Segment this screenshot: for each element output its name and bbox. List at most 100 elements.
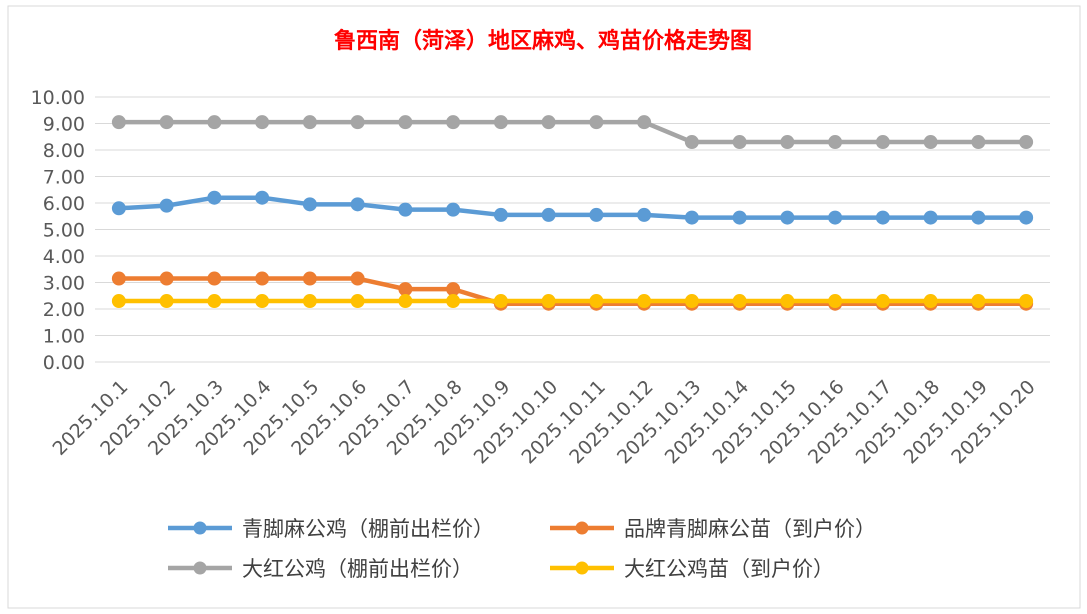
data-point — [255, 271, 270, 286]
data-point — [637, 207, 652, 222]
data-point — [255, 294, 270, 309]
data-point — [875, 210, 890, 225]
y-tick-label: 9.00 — [43, 114, 85, 136]
data-point — [971, 294, 986, 309]
data-point — [207, 190, 222, 205]
series-line — [118, 195, 1027, 220]
legend-label: 品牌青脚麻公苗（到户价） — [624, 517, 876, 541]
legend-item: 大红公鸡（棚前出栏价） — [168, 557, 473, 581]
data-point — [159, 271, 174, 286]
y-tick-label: 0.00 — [43, 352, 85, 374]
data-point — [637, 294, 652, 309]
data-point — [875, 294, 890, 309]
data-point — [207, 271, 222, 286]
legend-label: 大红公鸡苗（到户价） — [624, 557, 834, 581]
data-point — [971, 135, 986, 150]
y-tick-label: 1.00 — [43, 326, 85, 348]
data-point — [111, 271, 126, 286]
data-point — [1019, 294, 1034, 309]
data-point — [684, 135, 699, 150]
legend-swatch-marker — [193, 561, 207, 575]
data-point — [255, 190, 270, 205]
data-point — [446, 294, 461, 309]
data-point — [589, 115, 604, 130]
data-point — [780, 294, 795, 309]
data-point — [732, 294, 747, 309]
data-point — [111, 294, 126, 309]
y-tick-label: 10.00 — [31, 87, 85, 109]
data-point — [541, 207, 556, 222]
chart-border — [7, 5, 1081, 609]
data-point — [350, 271, 365, 286]
y-tick-label: 5.00 — [43, 220, 85, 242]
data-point — [637, 115, 652, 130]
data-point — [875, 135, 890, 150]
data-point — [780, 135, 795, 150]
data-point — [971, 210, 986, 225]
series-line — [118, 119, 1027, 145]
data-point — [446, 202, 461, 217]
data-point — [828, 210, 843, 225]
data-point — [398, 294, 413, 309]
data-point — [207, 115, 222, 130]
data-point — [302, 271, 317, 286]
legend-item: 大红公鸡苗（到户价） — [550, 557, 834, 581]
data-point — [255, 115, 270, 130]
series-4 — [111, 294, 1034, 309]
legend-swatch-marker — [575, 521, 589, 535]
data-point — [350, 197, 365, 212]
data-point — [111, 115, 126, 130]
legend-swatch-marker — [193, 521, 207, 535]
legend: 青脚麻公鸡（棚前出栏价） 品牌青脚麻公苗（到户价） 大红公鸡（棚前出栏价） 大红公鸡苗… — [168, 517, 876, 581]
data-point — [159, 294, 174, 309]
data-point — [398, 282, 413, 297]
data-point — [302, 115, 317, 130]
data-point — [493, 115, 508, 130]
legend-label: 青脚麻公鸡（棚前出栏价） — [242, 517, 494, 541]
data-point — [684, 294, 699, 309]
legend-item: 青脚麻公鸡（棚前出栏价） — [168, 517, 494, 541]
data-point — [923, 294, 938, 309]
data-point — [302, 197, 317, 212]
y-tick-label: 7.00 — [43, 167, 85, 189]
data-point — [350, 294, 365, 309]
data-point — [446, 282, 461, 297]
y-tick-label: 4.00 — [43, 246, 85, 268]
data-point — [541, 294, 556, 309]
data-point — [398, 115, 413, 130]
series-1 — [111, 190, 1034, 225]
legend-swatch-marker — [575, 561, 589, 575]
data-point — [302, 294, 317, 309]
data-point — [732, 210, 747, 225]
data-point — [589, 207, 604, 222]
data-point — [589, 294, 604, 309]
data-point — [732, 135, 747, 150]
data-point — [1019, 210, 1034, 225]
data-point — [398, 202, 413, 217]
data-point — [159, 115, 174, 130]
data-point — [684, 210, 699, 225]
data-point — [350, 115, 365, 130]
data-point — [493, 207, 508, 222]
data-point — [159, 198, 174, 213]
data-point — [207, 294, 222, 309]
data-point — [923, 210, 938, 225]
y-tick-label: 6.00 — [43, 193, 85, 215]
legend-label: 大红公鸡（棚前出栏价） — [242, 557, 473, 581]
data-point — [541, 115, 556, 130]
data-point — [446, 115, 461, 130]
data-point — [111, 201, 126, 216]
series-group — [111, 115, 1034, 311]
data-point — [493, 294, 508, 309]
legend-item: 品牌青脚麻公苗（到户价） — [550, 517, 876, 541]
series-3 — [111, 115, 1034, 150]
data-point — [828, 135, 843, 150]
data-point — [923, 135, 938, 150]
y-tick-label: 3.00 — [43, 273, 85, 295]
data-point — [828, 294, 843, 309]
series-line — [118, 276, 1027, 306]
y-tick-label: 8.00 — [43, 140, 85, 162]
data-point — [1019, 135, 1034, 150]
